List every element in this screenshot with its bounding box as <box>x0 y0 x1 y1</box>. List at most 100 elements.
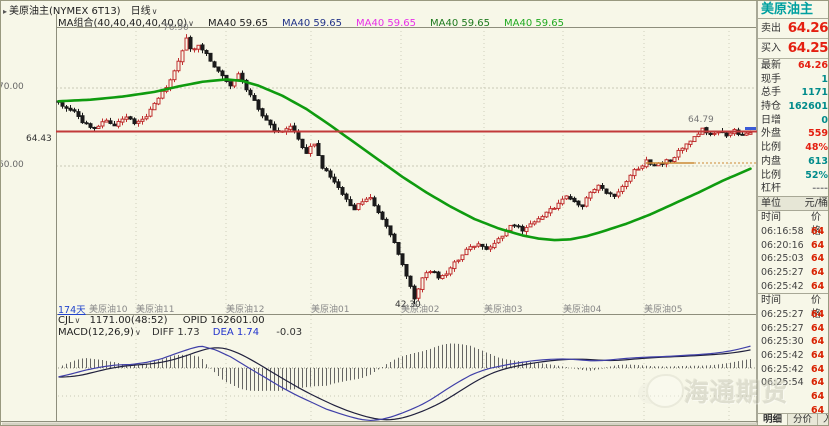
tape-price: 64 <box>811 280 825 292</box>
opid-value: 162601.00 <box>210 315 265 326</box>
quote-label: 最新 <box>761 60 781 71</box>
quote-label: 比例 <box>761 169 781 181</box>
quote-label: 日增 <box>761 114 781 126</box>
quote-label: 持仓 <box>761 101 781 113</box>
quote-value: 1 <box>821 73 828 85</box>
quote-value: 162601 <box>788 101 828 113</box>
tape-row: 06:25:54 64 <box>758 376 828 390</box>
ma-overlay-header[interactable]: MA组合(40,40,40,40,40,0)∨ MA40 59.65 MA40 59… <box>58 14 564 29</box>
unit-value: 元/桶 <box>804 197 828 209</box>
tape-time: 06:25:27 <box>761 308 804 320</box>
tape-price-header: 价格 <box>811 295 821 320</box>
tape-time: 06:25:42 <box>761 363 804 375</box>
quote-row: 卖出 64.26 <box>758 19 828 39</box>
tape-time: 06:25:42 <box>761 280 804 292</box>
macd-dea-line <box>58 347 751 421</box>
month-label: 美原油01 <box>311 305 350 315</box>
tape-price: 64 <box>811 349 825 361</box>
quote-row: 比例 48% <box>758 141 828 155</box>
tape-price: 64 <box>811 363 825 375</box>
quote-row: 杠杆 ---- <box>758 182 828 196</box>
days-count-link[interactable]: 174天 <box>58 305 86 316</box>
quote-value: 64.25 <box>787 40 828 56</box>
tape-row: 06:25:27 64 <box>758 322 828 336</box>
tape-price: 64 <box>811 225 825 237</box>
quote-row: 内盘 613 <box>758 155 828 169</box>
tape-price: 64 <box>811 266 825 278</box>
tape-header: 时间 价格 <box>758 211 828 237</box>
quote-value: 613 <box>808 155 828 167</box>
quote-label: 外盘 <box>761 128 781 140</box>
tab-分价[interactable]: 分价 <box>788 414 819 425</box>
tape-time-header: 时间 <box>761 295 781 307</box>
quote-label: 买入 <box>761 43 781 54</box>
chevron-down-icon: ∨ <box>134 327 141 337</box>
tape-row: 06:25:42 64 <box>758 349 828 363</box>
quote-value: 0 <box>821 114 828 126</box>
diff-value: 1.73 <box>177 326 200 338</box>
quote-value: 64.26 <box>787 20 828 36</box>
tape-price: 64 <box>811 253 825 265</box>
chevron-down-icon: ∨ <box>74 316 81 325</box>
quote-label: 卖出 <box>761 23 781 34</box>
peak-price-label: 76.90 <box>163 23 189 33</box>
quote-panel: 美原油主 卖出 64.26 买入 64.25 最新 64.26 现手 1 总手 1171 持仓 1626… <box>758 1 828 425</box>
chart-frame <box>1 1 758 425</box>
dea-label: DEA <box>212 326 234 338</box>
unit-label: 单位 <box>761 197 781 209</box>
quote-value: 48% <box>805 142 828 154</box>
quote-label: 比例 <box>761 142 781 154</box>
volume-indicator-header[interactable]: CJL∨ 1171.00(48:52) OPID 162601.00 <box>58 315 265 326</box>
quote-value: 52% <box>805 169 828 181</box>
ref-line-label: 64.43 <box>26 134 52 144</box>
tab-入[interactable]: 入 <box>818 414 828 425</box>
tab-明细[interactable]: 明细 <box>758 414 789 425</box>
macd-indicator-header[interactable]: MACD(12,26,9)∨ DIFF 1.73 DEA 1.74 -0.03 <box>58 327 302 338</box>
tape-price: 64 <box>811 239 825 251</box>
dea-value: 1.74 <box>236 326 260 338</box>
chart-header: ▸ 美原油主(NYMEX 6T13) 日线∨ <box>3 2 157 17</box>
ma-settings-label[interactable]: MA组合(40,40,40,40,40,0) <box>58 18 188 29</box>
period-selector[interactable]: 日线∨ <box>130 6 158 17</box>
chevron-down-icon: ∨ <box>188 19 195 28</box>
ma-value-5: MA40 59.65 <box>504 18 565 29</box>
tape-time: 06:25:27 <box>761 322 804 334</box>
tape-header: 时间 价格 <box>758 293 828 320</box>
diff-label: DIFF <box>152 326 175 338</box>
tape-price-header: 价格 <box>811 212 821 237</box>
last-price-marker <box>745 127 756 130</box>
tape-time: 06:25:42 <box>761 349 804 361</box>
quote-row: 总手 1171 <box>758 86 828 100</box>
quote-row: 买入 64.25 <box>758 39 828 59</box>
tape-row: 06:25:03 64 <box>758 252 828 266</box>
quote-label: 杠杆 <box>761 183 781 195</box>
ma40-line <box>57 78 752 242</box>
tape-price: 64 <box>811 404 825 416</box>
macd-diff-line <box>58 345 751 422</box>
tape-row: 06:16:58 64 <box>758 225 828 239</box>
play-icon: ▸ <box>3 7 8 16</box>
h-scrollbar <box>2 422 757 425</box>
tape-row: 06:25:42 64 <box>758 280 828 294</box>
candlesticks <box>56 34 753 305</box>
macd-hist-value: -0.03 <box>276 326 303 338</box>
tape-price: 64 <box>811 390 825 402</box>
tape-time: 06:25:27 <box>761 266 804 278</box>
vol-indicator-name: CJL <box>58 315 74 326</box>
tape-row: 06:25:27 64 <box>758 308 828 322</box>
low-price-label: 42.30 <box>395 300 421 310</box>
instrument-title: 美原油主(NYMEX 6T13) <box>9 6 121 17</box>
quote-label: 内盘 <box>761 155 781 167</box>
opid-label: OPID <box>182 315 208 326</box>
ma-value-1: MA40 59.65 <box>208 18 269 29</box>
tape-row: 06:25:42 64 <box>758 363 828 377</box>
x-axis-month-labels: 美原油10 美原油11 美原油12 美原油01 美原油02 美原油03 美原油04 美原油05 <box>1 302 758 315</box>
quote-row: 持仓 162601 <box>758 100 828 114</box>
vol-value: 1171.00(48:52) <box>89 315 168 326</box>
tape-tabs: 明细分价入 <box>758 413 828 425</box>
quote-value: 559 <box>808 128 828 140</box>
quote-label: 现手 <box>761 73 781 85</box>
quote-row: 外盘 559 <box>758 127 828 141</box>
quote-value: ---- <box>812 183 828 195</box>
